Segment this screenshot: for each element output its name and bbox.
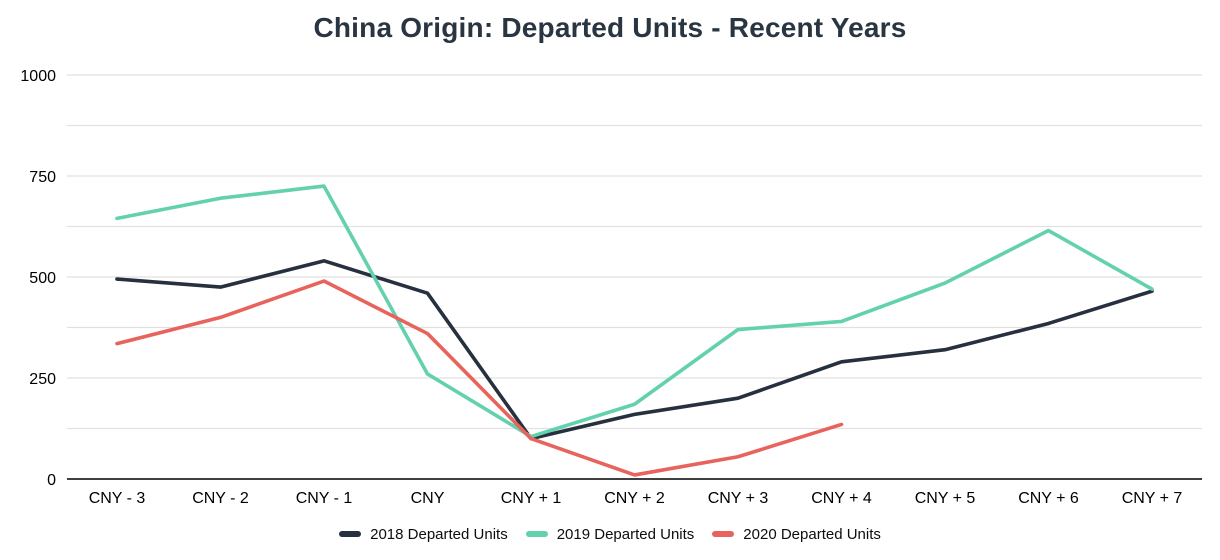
x-tick-label-4: CNY + 1 xyxy=(501,490,562,507)
series-line-2020 xyxy=(115,279,844,477)
x-tick-label-0: CNY - 3 xyxy=(89,490,146,507)
y-tick-label-1000: 1000 xyxy=(20,68,56,85)
legend-item-2018: 2018 Departed Units xyxy=(339,526,508,543)
y-tick-label-250: 250 xyxy=(29,371,56,388)
legend-item-2019: 2019 Departed Units xyxy=(525,525,695,543)
legend-item-2020: 2020 Departed Units xyxy=(712,526,881,543)
y-tick-label-500: 500 xyxy=(29,270,56,287)
legend-label-2020: 2020 Departed Units xyxy=(743,525,881,543)
x-tick-label-7: CNY + 4 xyxy=(811,490,872,507)
legend-swatch-2020 xyxy=(712,531,735,537)
series-line-2018 xyxy=(115,259,1154,441)
legend-swatch-2019 xyxy=(525,531,548,537)
chart-legend: 2018 Departed Units 2019 Departed Units … xyxy=(0,521,1220,547)
x-tick-label-1: CNY - 2 xyxy=(192,490,249,507)
x-tick-label-8: CNY + 5 xyxy=(915,490,976,507)
x-tick-label-6: CNY + 3 xyxy=(708,490,769,507)
series-line-2019 xyxy=(115,184,1154,439)
y-tick-label-0: 0 xyxy=(47,472,56,489)
legend-label-2019: 2019 Departed Units xyxy=(556,525,695,543)
y-tick-label-750: 750 xyxy=(29,169,56,186)
chart-title: China Origin: Departed Units - Recent Ye… xyxy=(313,12,907,43)
x-tick-label-3: CNY xyxy=(411,490,445,507)
x-tick-label-9: CNY + 6 xyxy=(1018,490,1079,507)
legend-swatch-2018 xyxy=(339,531,362,537)
x-tick-label-5: CNY + 2 xyxy=(604,490,665,507)
x-tick-label-2: CNY - 1 xyxy=(296,490,353,507)
x-tick-label-10: CNY + 7 xyxy=(1122,490,1183,507)
legend-label-2018: 2018 Departed Units xyxy=(370,525,508,543)
